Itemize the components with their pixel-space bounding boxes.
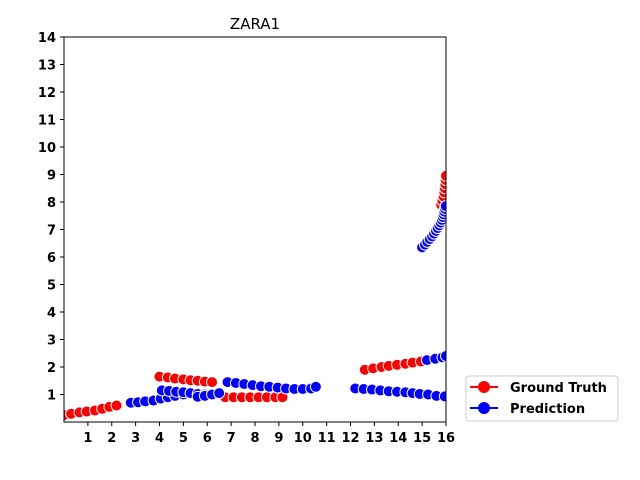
x-tick-label: 13 xyxy=(365,431,383,446)
y-tick-label: 7 xyxy=(47,224,56,239)
x-tick-label: 2 xyxy=(107,431,116,446)
y-tick-label: 4 xyxy=(47,306,56,321)
x-tick-label: 4 xyxy=(155,431,164,446)
x-tick-label: 9 xyxy=(274,431,283,446)
y-tick-label: 11 xyxy=(38,114,56,129)
prediction-point xyxy=(440,350,446,362)
legend-marker xyxy=(478,381,490,393)
x-tick-label: 15 xyxy=(413,431,431,446)
x-tick-label: 16 xyxy=(437,431,455,446)
legend-box xyxy=(465,375,619,422)
x-tick-label: 8 xyxy=(250,431,259,446)
legend: Ground Truth Prediction xyxy=(465,375,619,422)
y-tick-label: 12 xyxy=(38,86,56,101)
x-tick-label: 11 xyxy=(318,431,336,446)
y-tick-label: 8 xyxy=(47,196,56,211)
y-tick-label: 6 xyxy=(47,251,56,266)
legend-label: Prediction xyxy=(510,402,585,417)
ground-truth-point xyxy=(206,376,219,389)
y-tick-label: 14 xyxy=(38,31,56,46)
y-tick-label: 13 xyxy=(38,59,56,74)
legend-label: Ground Truth xyxy=(510,381,607,396)
prediction-point xyxy=(309,380,322,393)
x-tick-label: 5 xyxy=(179,431,188,446)
prediction-point xyxy=(438,390,446,403)
ground-truth-point xyxy=(110,399,123,412)
x-tick-label: 12 xyxy=(341,431,359,446)
legend-marker xyxy=(478,402,490,414)
y-tick-label: 1 xyxy=(47,389,56,404)
x-tick-label: 6 xyxy=(203,431,212,446)
x-tick-label: 3 xyxy=(131,431,140,446)
data-points xyxy=(64,169,446,422)
chart-title: ZARA1 xyxy=(230,15,280,33)
y-tick-label: 3 xyxy=(47,334,56,349)
x-tick-label: 7 xyxy=(227,431,236,446)
x-tick-label: 10 xyxy=(294,431,312,446)
y-tick-label: 10 xyxy=(38,141,56,156)
x-axis: 1 2 3 4 5 6 7 8 9 10 11 12 13 14 15 16 xyxy=(83,422,455,446)
ground-truth-point xyxy=(440,169,446,182)
x-tick-label: 14 xyxy=(389,431,407,446)
y-tick-label: 9 xyxy=(47,169,56,184)
y-tick-label: 2 xyxy=(47,361,56,376)
y-tick-label: 5 xyxy=(47,279,56,294)
prediction-point xyxy=(213,387,226,400)
x-tick-label: 1 xyxy=(83,431,92,446)
